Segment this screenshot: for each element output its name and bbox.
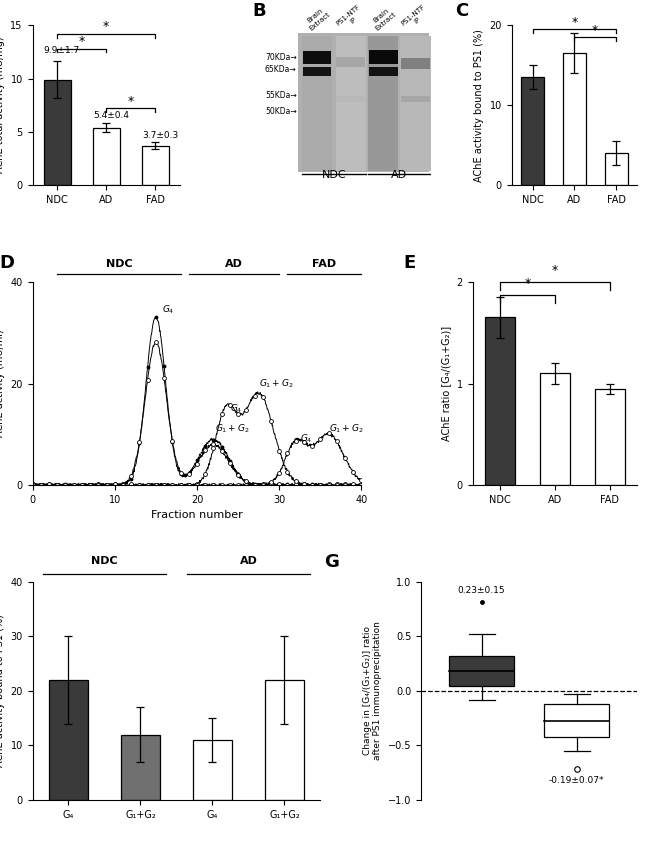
Bar: [400, 36, 430, 171]
Bar: [369, 50, 398, 64]
Bar: [563, 53, 586, 185]
Text: PS1-NTF
IP: PS1-NTF IP: [400, 3, 430, 32]
Text: AD: AD: [391, 170, 408, 180]
Bar: [298, 33, 429, 173]
Text: NDC: NDC: [322, 170, 346, 180]
Text: E: E: [404, 253, 415, 272]
Bar: [485, 317, 515, 485]
Text: C: C: [455, 2, 469, 19]
Bar: [401, 58, 430, 69]
Text: D: D: [0, 253, 14, 272]
Bar: [337, 95, 365, 102]
Text: -0.19±0.07*: -0.19±0.07*: [549, 776, 605, 785]
Text: $G_4$: $G_4$: [230, 402, 242, 415]
Y-axis label: AChE ratio [G₄/(G₁+G₂)]: AChE ratio [G₄/(G₁+G₂)]: [441, 326, 451, 441]
Text: 9.9±1.7: 9.9±1.7: [44, 46, 80, 55]
Bar: [368, 36, 398, 171]
Bar: [49, 680, 88, 800]
Y-axis label: Change in [G₄/(G₁+G₂)] ratio
after PS1 immunoprecipitation: Change in [G₄/(G₁+G₂)] ratio after PS1 i…: [363, 621, 382, 760]
Text: $G_4$: $G_4$: [162, 303, 175, 316]
Bar: [401, 95, 430, 102]
Text: 5.4±0.4: 5.4±0.4: [93, 111, 129, 120]
Text: B: B: [253, 2, 266, 19]
Text: *: *: [103, 20, 109, 33]
Text: 65KDa→: 65KDa→: [265, 66, 296, 74]
Text: AD: AD: [239, 556, 257, 566]
Text: *: *: [571, 16, 577, 29]
Y-axis label: AChE activity bound to PS1 (%): AChE activity bound to PS1 (%): [0, 615, 5, 767]
Bar: [302, 51, 332, 64]
Bar: [44, 80, 71, 185]
Text: $G_4$: $G_4$: [300, 433, 313, 445]
Text: 55KDa→: 55KDa→: [265, 91, 296, 100]
Text: *: *: [592, 24, 599, 37]
Bar: [604, 153, 628, 185]
Text: NDC: NDC: [91, 556, 118, 566]
Bar: [302, 36, 332, 171]
Bar: [335, 36, 366, 171]
Bar: [369, 67, 398, 77]
Text: PS1-NTF
IP: PS1-NTF IP: [335, 3, 366, 32]
Y-axis label: AChE activity bound to PS1 (%): AChE activity bound to PS1 (%): [474, 29, 484, 182]
Bar: [302, 67, 332, 77]
Bar: [544, 704, 609, 737]
Bar: [521, 77, 544, 185]
Text: *: *: [524, 277, 530, 290]
Text: $G_1+G_2$: $G_1+G_2$: [215, 423, 250, 435]
Bar: [337, 57, 365, 67]
Bar: [265, 680, 304, 800]
Y-axis label: AChE total activity (mU/mg): AChE total activity (mU/mg): [0, 37, 5, 173]
Text: FAD: FAD: [313, 259, 337, 269]
Bar: [595, 389, 625, 485]
Y-axis label: AChE activity (mU/ml): AChE activity (mU/ml): [0, 330, 5, 437]
Text: NDC: NDC: [105, 259, 132, 269]
Bar: [192, 740, 232, 800]
Text: Brain
Extract: Brain Extract: [369, 6, 397, 32]
Bar: [93, 127, 120, 185]
Text: *: *: [127, 95, 134, 108]
Text: *: *: [79, 35, 84, 48]
Bar: [540, 373, 570, 485]
Bar: [142, 146, 169, 185]
Text: AD: AD: [225, 259, 243, 269]
Bar: [121, 734, 161, 800]
X-axis label: Fraction number: Fraction number: [151, 510, 243, 520]
Text: 3.7±0.3: 3.7±0.3: [142, 131, 178, 140]
Text: 0.23±0.15: 0.23±0.15: [458, 586, 505, 595]
Text: $G_1+G_2$: $G_1+G_2$: [259, 377, 293, 390]
Text: $G_1+G_2$: $G_1+G_2$: [329, 423, 363, 435]
Text: *: *: [552, 264, 558, 277]
Bar: [449, 656, 514, 685]
Text: G: G: [324, 553, 339, 571]
Text: 70KDa→: 70KDa→: [265, 53, 296, 61]
Text: Brain
Extract: Brain Extract: [304, 6, 331, 32]
Text: 50KDa→: 50KDa→: [265, 107, 296, 116]
